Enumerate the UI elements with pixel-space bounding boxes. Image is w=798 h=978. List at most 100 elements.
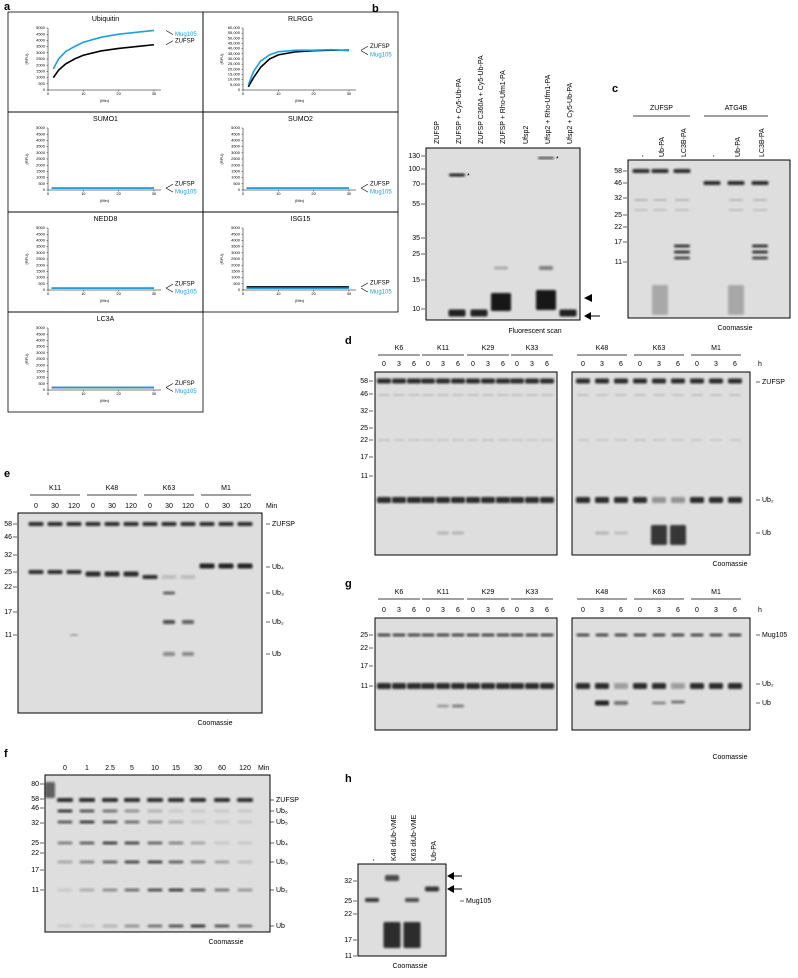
time-label: 0: [205, 503, 209, 510]
x-tick-label: 10: [81, 291, 86, 296]
y-tick-label: 2500: [36, 256, 46, 261]
time-label: 0: [638, 607, 642, 614]
group-label: K11: [437, 589, 449, 596]
band: [576, 378, 590, 384]
band: [675, 199, 689, 201]
band: [614, 633, 628, 637]
band: [709, 683, 723, 689]
band: [85, 522, 101, 526]
chart-title: SUMO2: [288, 116, 313, 123]
band: [615, 394, 627, 396]
band: [190, 820, 206, 824]
band: [237, 924, 253, 928]
band: [182, 620, 194, 624]
y-tick-label: 0: [43, 187, 46, 192]
x-tick-label: 10: [81, 91, 86, 96]
gel: [571, 371, 751, 556]
time-label: 6: [456, 361, 460, 368]
band: [448, 309, 466, 317]
band: [510, 497, 524, 503]
y-tick-label: 55,000: [228, 30, 241, 35]
gel: [17, 512, 263, 714]
band: [690, 497, 704, 503]
y-tick-label: 3500: [36, 344, 46, 349]
legend-bracket: [360, 183, 369, 189]
band: [199, 563, 215, 569]
band: [614, 378, 628, 384]
band: [79, 888, 95, 892]
legend-bracket: [360, 50, 369, 55]
band: [28, 570, 44, 574]
band: [147, 924, 163, 928]
legend-bracket: [165, 387, 174, 392]
group-label: ATG4B: [725, 105, 748, 112]
time-label: 3: [714, 361, 718, 368]
time-label: 120: [68, 503, 80, 510]
chart-frame: [7, 311, 204, 413]
y-tick-label: 500: [38, 81, 45, 86]
band: [540, 378, 554, 384]
band: [691, 394, 703, 396]
band-label: Ub₅: [276, 819, 288, 826]
band: [467, 394, 479, 396]
lane-label: -: [711, 154, 718, 157]
legend-bracket: [165, 30, 174, 35]
band: [161, 522, 177, 526]
group-label: K33: [526, 589, 539, 596]
mw-marker: 46: [360, 391, 368, 398]
band: [214, 860, 230, 864]
mw-marker: 25: [614, 212, 622, 219]
mw-marker: 17: [344, 937, 352, 944]
time-label: 0: [581, 607, 585, 614]
band: [651, 525, 667, 545]
time-label: 6: [545, 607, 549, 614]
time-label: 0: [382, 607, 386, 614]
band: [102, 924, 118, 928]
band: [190, 860, 206, 864]
chart-title: RLRGG: [288, 16, 313, 23]
mw-marker: 10: [412, 306, 420, 313]
band: [79, 860, 95, 864]
x-tick-label: 30: [347, 291, 352, 296]
band: [538, 157, 554, 159]
time-label: 30: [108, 503, 116, 510]
band: [377, 497, 391, 503]
band: [124, 924, 140, 928]
band: [190, 809, 206, 813]
band: [182, 652, 194, 656]
time-label: 0: [471, 361, 475, 368]
band: [147, 841, 163, 845]
band: [752, 244, 768, 248]
band: [214, 809, 230, 813]
band: [540, 683, 554, 689]
gel-caption: Fluorescent scan: [508, 328, 561, 335]
band: [752, 256, 768, 260]
band: [104, 522, 120, 526]
y-tick-label: 2500: [36, 156, 46, 161]
band: [466, 633, 480, 637]
band: [653, 209, 667, 211]
band: [436, 633, 450, 637]
legend-label: Mug105: [175, 190, 197, 196]
legend-bracket: [360, 45, 369, 51]
band: [436, 683, 450, 689]
time-label: 0: [382, 361, 386, 368]
band: [511, 394, 523, 396]
band: [595, 531, 609, 535]
band: [596, 439, 608, 441]
y-axis-label: (RFU): [219, 53, 224, 65]
band: [525, 683, 539, 689]
band-label: ZUFSP: [272, 521, 295, 528]
band: [421, 633, 435, 637]
mw-marker: 11: [345, 953, 352, 960]
time-label: 0: [581, 361, 585, 368]
band: [407, 633, 421, 637]
y-tick-label: 2000: [231, 262, 241, 267]
legend-label: ZUFSP: [175, 381, 195, 387]
x-tick-label: 30: [347, 91, 352, 96]
band-label: Ub: [762, 530, 771, 537]
band: [614, 531, 628, 535]
panel-label: h: [345, 773, 352, 785]
band: [168, 798, 184, 802]
